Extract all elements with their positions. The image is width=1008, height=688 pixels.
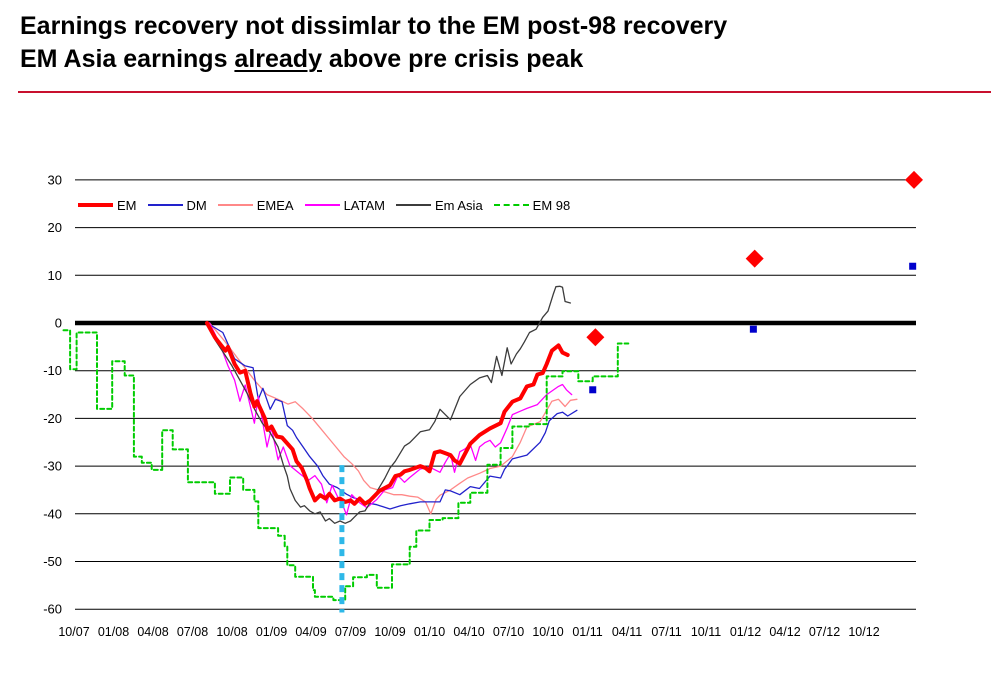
chart-legend: EM DM EMEA LATAM Em Asia EM 98: [78, 196, 581, 214]
legend-item-emea: EMEA: [217, 197, 305, 213]
y-axis-tick-label: -50: [43, 554, 62, 569]
dm-forecast-squares: [749, 325, 757, 333]
y-axis-tick-label: -60: [43, 602, 62, 617]
x-axis-tick-label: 07/08: [177, 625, 208, 639]
x-axis-tick-label: 04/12: [769, 625, 800, 639]
x-axis-tick-label: 10/10: [532, 625, 563, 639]
legend-line-sample: [493, 204, 529, 206]
title-rule: [18, 91, 991, 93]
y-axis-tick-label: 10: [48, 268, 62, 283]
x-axis-tick-label: 01/09: [256, 625, 287, 639]
x-axis-tick-label: 10/08: [216, 625, 247, 639]
series-em-98: [62, 329, 630, 602]
x-axis-tick-label: 10/11: [691, 625, 721, 639]
y-axis-tick-label: -40: [43, 506, 62, 521]
slide-title-line2: EM Asia earnings already above pre crisi…: [20, 43, 727, 76]
series-dm: [206, 322, 578, 510]
legend-item-em: EM: [78, 198, 148, 213]
x-axis-tick-label: 04/11: [612, 625, 642, 639]
y-axis-tick-label: 0: [55, 316, 62, 331]
dm-forecast-squares: [589, 386, 597, 394]
series-em-asia: [206, 285, 572, 524]
legend-line-sample: [147, 204, 183, 206]
y-axis-tick-label: -20: [43, 411, 62, 426]
em-forecast-diamonds: [745, 249, 764, 268]
legend-label: EMEA: [256, 197, 294, 213]
em-forecast-diamonds: [586, 328, 605, 347]
legend-label: DM: [186, 197, 207, 213]
em-forecast-diamonds: [904, 170, 923, 189]
x-axis-tick-label: 01/12: [730, 625, 761, 639]
legend-label: Em Asia: [434, 197, 483, 213]
legend-label: LATAM: [343, 197, 385, 213]
legend-label: EM: [117, 197, 137, 213]
x-axis-tick-label: 04/08: [137, 625, 168, 639]
y-axis-tick-label: -10: [43, 363, 62, 378]
title-line2-prefix: EM Asia earnings: [20, 45, 235, 73]
x-axis-tick-label: 01/11: [572, 625, 602, 639]
legend-line-sample: [395, 204, 431, 206]
legend-item-latam: LATAM: [304, 197, 396, 213]
dm-forecast-squares: [909, 262, 917, 270]
x-axis-tick-label: 10/12: [848, 625, 879, 639]
legend-line-sample: [217, 204, 253, 206]
y-axis-tick-label: 30: [48, 172, 62, 187]
x-axis-tick-label: 07/10: [493, 625, 524, 639]
slide-title-line1: Earnings recovery not dissimlar to the E…: [20, 12, 728, 40]
legend-label: EM 98: [532, 197, 571, 213]
title-underlined-word: already: [234, 45, 322, 73]
x-axis-tick-label: 01/10: [414, 625, 445, 639]
y-axis-tick-label: 20: [48, 220, 62, 235]
x-axis-tick-label: 04/09: [295, 625, 326, 639]
legend-line-sample: [78, 203, 113, 207]
x-axis-tick-label: 04/10: [453, 625, 484, 639]
x-axis-tick-label: 01/08: [98, 625, 129, 639]
legend-item-em-98: EM 98: [493, 197, 582, 213]
y-axis-tick-label: -30: [43, 459, 62, 474]
series-em: [205, 321, 570, 506]
x-axis-tick-label: 07/12: [809, 625, 840, 639]
x-axis-tick-label: 10/07: [58, 625, 89, 639]
series-latam: [208, 322, 573, 516]
x-axis-tick-label: 07/11: [651, 625, 681, 639]
x-axis-tick-label: 10/09: [374, 625, 405, 639]
x-axis-tick-label: 07/09: [335, 625, 366, 639]
slide-title: Earnings recovery not dissimlar to the E…: [20, 10, 727, 76]
title-line2-suffix: above pre crisis peak: [321, 45, 584, 73]
legend-line-sample: [304, 204, 340, 206]
legend-item-dm: DM: [147, 197, 218, 213]
legend-item-em-asia: Em Asia: [395, 197, 494, 213]
series-emea: [208, 322, 578, 515]
